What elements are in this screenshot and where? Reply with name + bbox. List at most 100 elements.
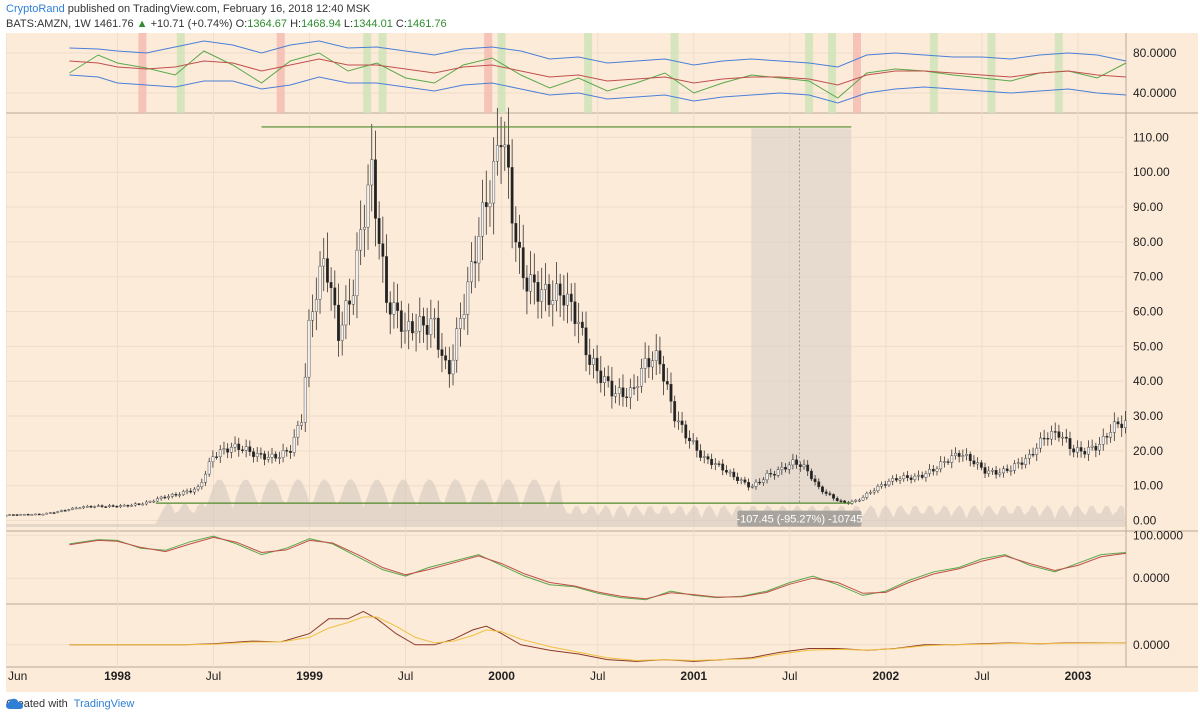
candle-up [592,357,595,365]
candle-down [1005,468,1009,472]
candle-up [78,507,82,510]
footer: Created with TradingView [6,698,134,710]
candle-up [865,492,869,498]
price-tick-label: 100.00 [1133,165,1170,179]
x-tick-label: 1999 [296,669,323,683]
candle-up [976,462,980,465]
candle-down [710,458,714,466]
candle-up [229,446,233,453]
candle-down [11,514,15,516]
candle-down [525,277,529,292]
candle-up [691,440,695,442]
candle-up [207,461,211,475]
candle-down [1068,438,1072,449]
signal-zone [484,33,493,113]
candle-up [902,475,906,480]
candle-down [337,304,340,341]
candle-up [133,503,137,506]
signal-zone [987,33,996,113]
candle-down [15,514,19,516]
candle-up [850,501,854,504]
candle-down [673,401,677,422]
candle-up [56,511,60,513]
signal-zone [584,33,593,113]
candle-down [647,358,651,368]
price-change: +10.71 (+0.74%) [150,18,233,30]
candle-up [566,293,569,306]
signal-zone [1054,33,1063,113]
candle-down [573,301,577,324]
candle-down [385,256,388,303]
candle-down [662,363,666,382]
candle-up [965,454,968,456]
candle-down [1020,462,1024,465]
candle-down [979,462,983,468]
high-value: 1468.94 [301,18,341,30]
candle-down [595,357,599,372]
candle-up [1016,462,1020,464]
candle-down [606,376,610,382]
candle-up [403,330,407,332]
candle-down [259,453,263,455]
candle-up [942,461,946,463]
candle-down [510,167,514,224]
price-tick-label: 60.00 [1133,305,1163,319]
candle-up [891,478,895,482]
candle-up [462,314,466,319]
candle-down [1079,447,1083,452]
candle-down [1094,445,1098,451]
tradingview-brand-link[interactable]: TradingView [73,698,135,710]
candle-down [665,381,669,385]
symbol-label[interactable]: BATS:AMZN, 1W [6,18,91,30]
x-tick-label: Jul [206,669,221,683]
candle-down [536,282,540,302]
candle-up [244,446,248,451]
candle-down [920,474,924,478]
candle-down [625,396,629,399]
candle-up [1075,447,1079,453]
candle-up [451,359,455,375]
candle-down [100,505,104,507]
measure-box [751,128,852,503]
candle-down [436,317,440,350]
candle-down [241,449,244,451]
candle-down [1031,453,1035,456]
candle-down [115,505,119,508]
candle-up [1109,432,1113,438]
candle-down [111,505,115,507]
candle-down [52,512,56,514]
macd-tick-label: 0.0000 [1133,638,1170,652]
chart-area[interactable]: Jun 1998 Jul 1999 Jul 2000 Jul 2001 Jul 2002 Jul 20… [6,33,1198,692]
candle-down [174,494,178,496]
chart-canvas[interactable]: Jun 1998 Jul 1999 Jul 2000 Jul 2001 Jul 2002 Jul 20… [6,33,1198,692]
candle-down [388,302,392,315]
candle-down [758,481,762,484]
candle-down [743,479,747,483]
candle-up [414,331,418,334]
candle-up [577,321,581,324]
candle-up [488,202,492,208]
candle-up [196,486,200,490]
price-tick-label: 50.00 [1133,339,1163,353]
candle-up [640,368,643,387]
candle-up [987,470,991,474]
candle-down [736,476,739,481]
candle-down [89,506,93,508]
candle-up [292,436,296,453]
candle-up [543,284,547,290]
candle-up [108,505,111,507]
candle-down [163,496,167,499]
signal-zone [828,33,837,113]
price-tick-label: 10.00 [1133,479,1163,493]
candle-down [274,453,278,459]
author-link[interactable]: CryptoRand [6,3,65,15]
candle-down [1083,451,1087,455]
candle-up [6,514,8,517]
candle-down [658,350,662,365]
candle-up [1039,437,1042,449]
candle-up [861,497,865,501]
candle-down [289,450,292,453]
candle-up [961,455,965,457]
candle-up [765,473,769,481]
candle-down [285,450,289,452]
